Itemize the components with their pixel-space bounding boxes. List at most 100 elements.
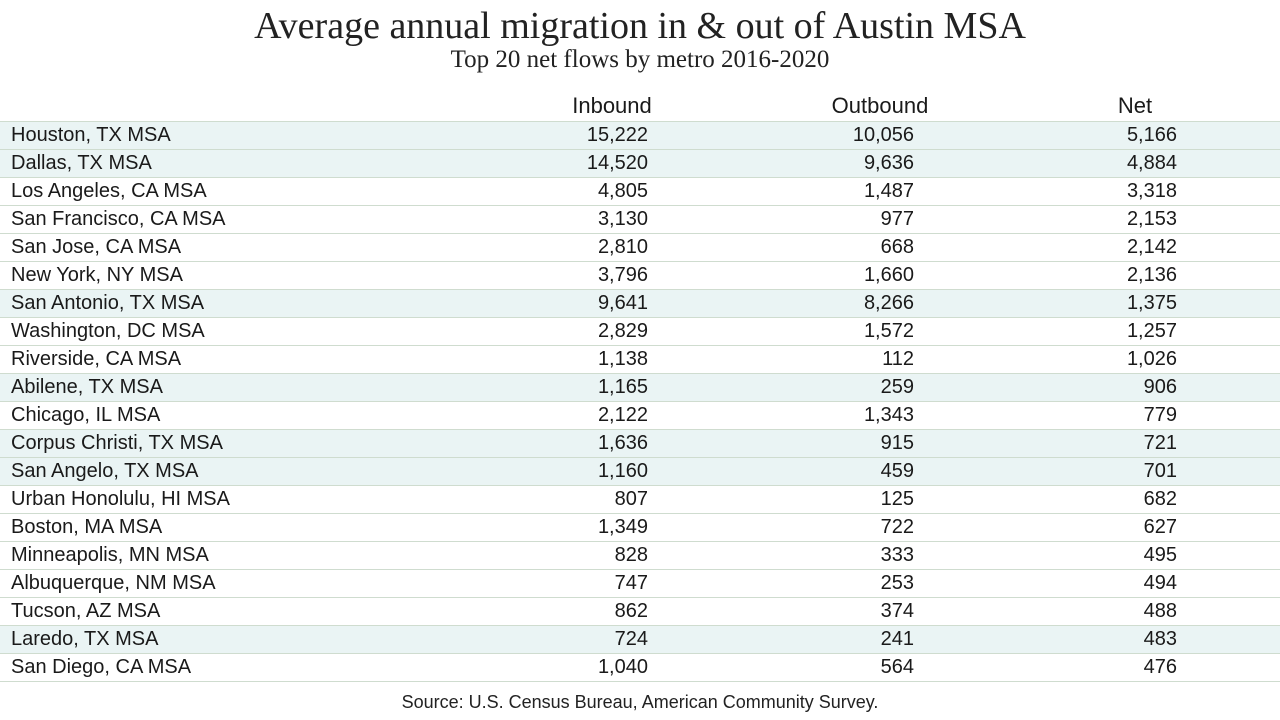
- metro-name: Los Angeles, CA MSA: [11, 180, 207, 202]
- migration-table: Houston, TX MSA 15,222 10,056 5,166 Dallas, …: [0, 121, 1280, 682]
- table-row: Boston, MA MSA 1,349 722 627: [0, 514, 1280, 542]
- chart-subtitle: Top 20 net flows by metro 2016-2020: [450, 46, 830, 73]
- metro-name: Boston, MA MSA: [11, 516, 163, 538]
- net-value: 906: [1143, 376, 1177, 398]
- inbound-value: 3,796: [597, 264, 648, 286]
- inbound-value: 14,520: [586, 152, 648, 174]
- net-value: 682: [1143, 488, 1177, 510]
- outbound-value: 333: [880, 544, 914, 566]
- inbound-value: 2,122: [597, 404, 648, 426]
- inbound-value: 1,138: [597, 348, 648, 370]
- outbound-value: 977: [880, 208, 914, 230]
- net-value: 701: [1143, 460, 1177, 482]
- table-row: Dallas, TX MSA 14,520 9,636 4,884: [0, 150, 1280, 178]
- net-value: 5,166: [1126, 124, 1177, 146]
- metro-name: San Angelo, TX MSA: [11, 460, 199, 482]
- metro-name: Chicago, IL MSA: [11, 404, 161, 426]
- outbound-value: 374: [880, 600, 914, 622]
- table-row: Riverside, CA MSA 1,138 112 1,026: [0, 346, 1280, 374]
- table-row: Minneapolis, MN MSA 828 333 495: [0, 542, 1280, 570]
- table-row: Abilene, TX MSA 1,165 259 906: [0, 374, 1280, 402]
- inbound-value: 1,160: [597, 460, 648, 482]
- inbound-value: 4,805: [597, 180, 648, 202]
- net-value: 495: [1143, 544, 1177, 566]
- metro-name: San Francisco, CA MSA: [11, 208, 226, 230]
- metro-name: Tucson, AZ MSA: [11, 600, 161, 622]
- inbound-value: 15,222: [586, 124, 648, 146]
- outbound-value: 1,343: [863, 404, 914, 426]
- metro-name: Laredo, TX MSA: [11, 628, 159, 650]
- table-row: Houston, TX MSA 15,222 10,056 5,166: [0, 122, 1280, 150]
- table-row: Urban Honolulu, HI MSA 807 125 682: [0, 486, 1280, 514]
- table-row: New York, NY MSA 3,796 1,660 2,136: [0, 262, 1280, 290]
- net-value: 1,375: [1126, 292, 1177, 314]
- net-value: 1,257: [1126, 320, 1177, 342]
- outbound-value: 9,636: [863, 152, 914, 174]
- column-header-net: Net: [1117, 93, 1153, 118]
- inbound-value: 1,040: [597, 656, 648, 678]
- outbound-value: 564: [880, 656, 914, 678]
- metro-name: Albuquerque, NM MSA: [11, 572, 216, 594]
- metro-name: Riverside, CA MSA: [11, 348, 182, 370]
- net-value: 2,153: [1126, 208, 1177, 230]
- outbound-value: 1,660: [863, 264, 914, 286]
- inbound-value: 862: [614, 600, 648, 622]
- table-row: Laredo, TX MSA 724 241 483: [0, 626, 1280, 654]
- table-row: Corpus Christi, TX MSA 1,636 915 721: [0, 430, 1280, 458]
- metro-name: Dallas, TX MSA: [11, 152, 152, 174]
- table-row: San Diego, CA MSA 1,040 564 476: [0, 654, 1280, 682]
- metro-name: Abilene, TX MSA: [11, 376, 163, 398]
- table-row: Chicago, IL MSA 2,122 1,343 779: [0, 402, 1280, 430]
- column-header-inbound: Inbound: [572, 93, 652, 118]
- outbound-value: 668: [880, 236, 914, 258]
- net-value: 721: [1143, 432, 1177, 454]
- metro-name: Minneapolis, MN MSA: [11, 544, 209, 566]
- inbound-value: 3,130: [597, 208, 648, 230]
- table-row: Los Angeles, CA MSA 4,805 1,487 3,318: [0, 178, 1280, 206]
- metro-name: Houston, TX MSA: [11, 124, 171, 146]
- outbound-value: 1,572: [863, 320, 914, 342]
- outbound-value: 112: [882, 348, 914, 370]
- outbound-value: 253: [880, 572, 914, 594]
- inbound-value: 724: [614, 628, 648, 650]
- chart-title: Average annual migration in & out of Aus…: [254, 5, 1026, 47]
- table-header: Inbound Outbound Net: [0, 92, 1280, 120]
- source-note: Source: U.S. Census Bureau, American Com…: [401, 692, 879, 712]
- outbound-value: 10,056: [852, 124, 914, 146]
- net-value: 476: [1143, 656, 1177, 678]
- outbound-value: 259: [880, 376, 914, 398]
- table-row: San Angelo, TX MSA 1,160 459 701: [0, 458, 1280, 486]
- net-value: 2,142: [1126, 236, 1177, 258]
- table-row: San Antonio, TX MSA 9,641 8,266 1,375: [0, 290, 1280, 318]
- metro-name: San Jose, CA MSA: [11, 236, 182, 258]
- inbound-value: 1,349: [597, 516, 648, 538]
- table-row: Washington, DC MSA 2,829 1,572 1,257: [0, 318, 1280, 346]
- metro-name: Corpus Christi, TX MSA: [11, 432, 223, 454]
- inbound-value: 2,810: [597, 236, 648, 258]
- inbound-value: 1,636: [597, 432, 648, 454]
- net-value: 3,318: [1126, 180, 1177, 202]
- outbound-value: 915: [880, 432, 914, 454]
- metro-name: New York, NY MSA: [11, 264, 183, 286]
- inbound-value: 828: [614, 544, 648, 566]
- metro-name: San Antonio, TX MSA: [11, 292, 205, 314]
- metro-name: Washington, DC MSA: [11, 320, 205, 342]
- outbound-value: 241: [880, 628, 914, 650]
- table-row: San Jose, CA MSA 2,810 668 2,142: [0, 234, 1280, 262]
- net-value: 494: [1143, 572, 1177, 594]
- net-value: 779: [1143, 404, 1177, 426]
- metro-name: San Diego, CA MSA: [11, 656, 192, 678]
- table-row: Tucson, AZ MSA 862 374 488: [0, 598, 1280, 626]
- inbound-value: 2,829: [597, 320, 648, 342]
- inbound-value: 1,165: [597, 376, 648, 398]
- outbound-value: 1,487: [863, 180, 914, 202]
- inbound-value: 9,641: [597, 292, 648, 314]
- outbound-value: 722: [880, 516, 914, 538]
- net-value: 488: [1143, 600, 1177, 622]
- net-value: 4,884: [1126, 152, 1177, 174]
- outbound-value: 459: [880, 460, 914, 482]
- outbound-value: 8,266: [863, 292, 914, 314]
- column-header-outbound: Outbound: [831, 93, 929, 118]
- net-value: 483: [1143, 628, 1177, 650]
- net-value: 2,136: [1126, 264, 1177, 286]
